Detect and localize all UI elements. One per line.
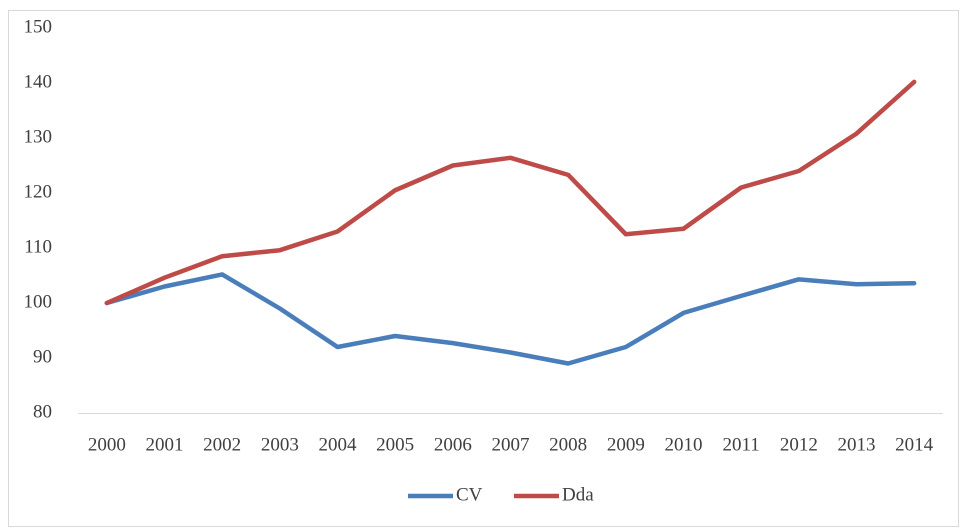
x-tick-label: 2004 (319, 434, 358, 455)
legend-label: CV (456, 484, 483, 505)
x-tick-label: 2007 (492, 434, 530, 455)
x-tick-label: 2000 (88, 434, 126, 455)
y-tick-label: 120 (24, 181, 53, 202)
y-tick-label: 140 (24, 71, 53, 92)
x-tick-label: 2003 (261, 434, 299, 455)
y-tick-label: 150 (24, 16, 53, 37)
y-tick-label: 80 (33, 401, 52, 422)
legend-label: Dda (562, 484, 594, 505)
chart-frame (8, 10, 959, 527)
x-tick-label: 2012 (780, 434, 818, 455)
x-tick-label: 2010 (665, 434, 703, 455)
x-tick-label: 2009 (607, 434, 645, 455)
x-tick-label: 2011 (723, 434, 760, 455)
x-tick-label: 2001 (146, 434, 184, 455)
x-tick-label: 2008 (549, 434, 587, 455)
y-tick-label: 100 (24, 291, 53, 312)
x-tick-label: 2006 (434, 434, 472, 455)
y-tick-label: 130 (24, 126, 53, 147)
y-tick-label: 110 (24, 236, 52, 257)
x-tick-label: 2005 (376, 434, 414, 455)
x-tick-label: 2013 (838, 434, 876, 455)
x-tick-label: 2014 (895, 434, 934, 455)
series-line (104, 272, 917, 366)
series-line (104, 79, 917, 306)
x-tick-label: 2002 (203, 434, 241, 455)
y-tick-label: 90 (33, 346, 52, 367)
